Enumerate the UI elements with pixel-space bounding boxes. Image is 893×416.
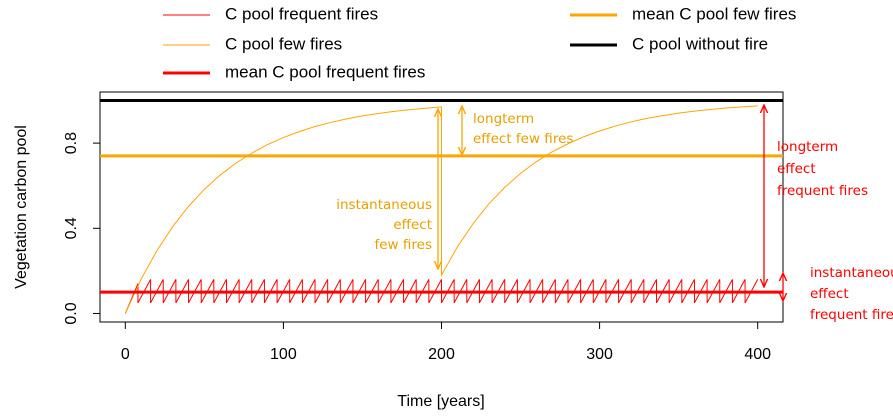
annotation-text: effect [393, 217, 432, 233]
annotation-text: frequent fires [810, 307, 893, 323]
y-tick-label: 0.4 [63, 217, 80, 239]
x-tick-label: 100 [270, 346, 297, 363]
annotation-text: instantaneous [336, 197, 432, 213]
legend-label: mean C pool few fires [632, 4, 796, 23]
annotation-text: instantaneous [810, 265, 893, 281]
annotation-text: effect [810, 286, 849, 302]
x-axis-label: Time [years] [397, 393, 484, 410]
series-line [124, 279, 759, 314]
legend-label: mean C pool frequent fires [225, 62, 425, 81]
annotation-text: few fires [375, 237, 433, 253]
annotation-text: longterm [777, 139, 838, 155]
legend-label: C pool frequent fires [225, 4, 378, 23]
x-tick-label: 300 [586, 346, 613, 363]
x-tick-label: 400 [744, 346, 771, 363]
y-tick-label: 0.8 [63, 132, 80, 154]
x-tick-label: 0 [121, 346, 130, 363]
x-tick-label: 200 [428, 346, 455, 363]
legend-label: C pool without fire [632, 34, 768, 53]
y-axis-label: Vegetation carbon pool [13, 125, 30, 289]
legend-label: C pool few fires [225, 34, 342, 53]
y-tick-label: 0.0 [63, 302, 80, 324]
annotation-text: frequent fires [777, 183, 868, 199]
annotation-text: effect [777, 161, 816, 177]
annotation-text: effect few fires [473, 131, 573, 147]
annotation-text: longterm [473, 111, 534, 127]
